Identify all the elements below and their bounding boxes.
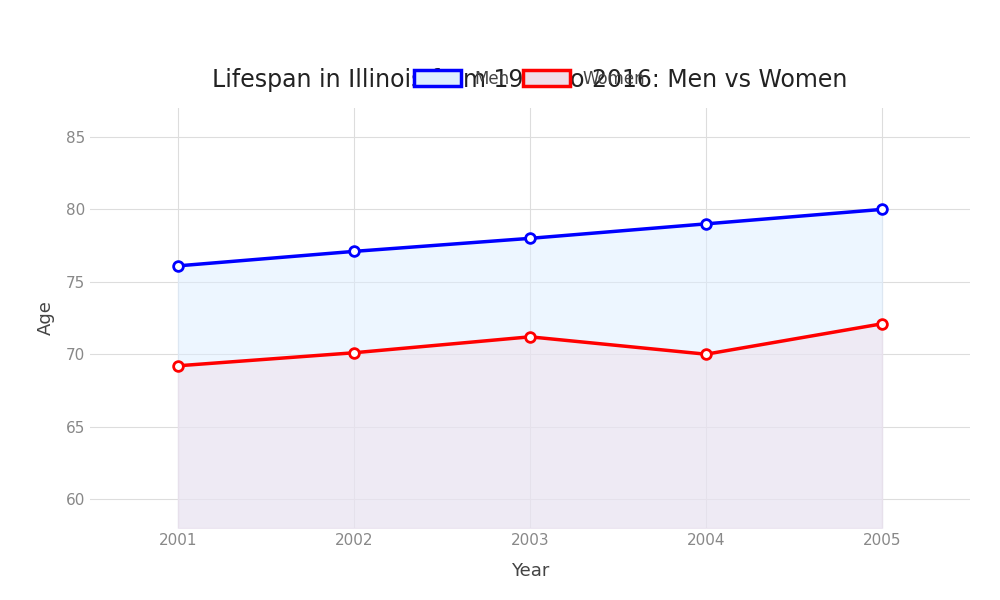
X-axis label: Year: Year bbox=[511, 562, 549, 580]
Legend: Men, Women: Men, Women bbox=[406, 62, 654, 97]
Title: Lifespan in Illinois from 1971 to 2016: Men vs Women: Lifespan in Illinois from 1971 to 2016: … bbox=[212, 68, 848, 92]
Y-axis label: Age: Age bbox=[37, 301, 55, 335]
